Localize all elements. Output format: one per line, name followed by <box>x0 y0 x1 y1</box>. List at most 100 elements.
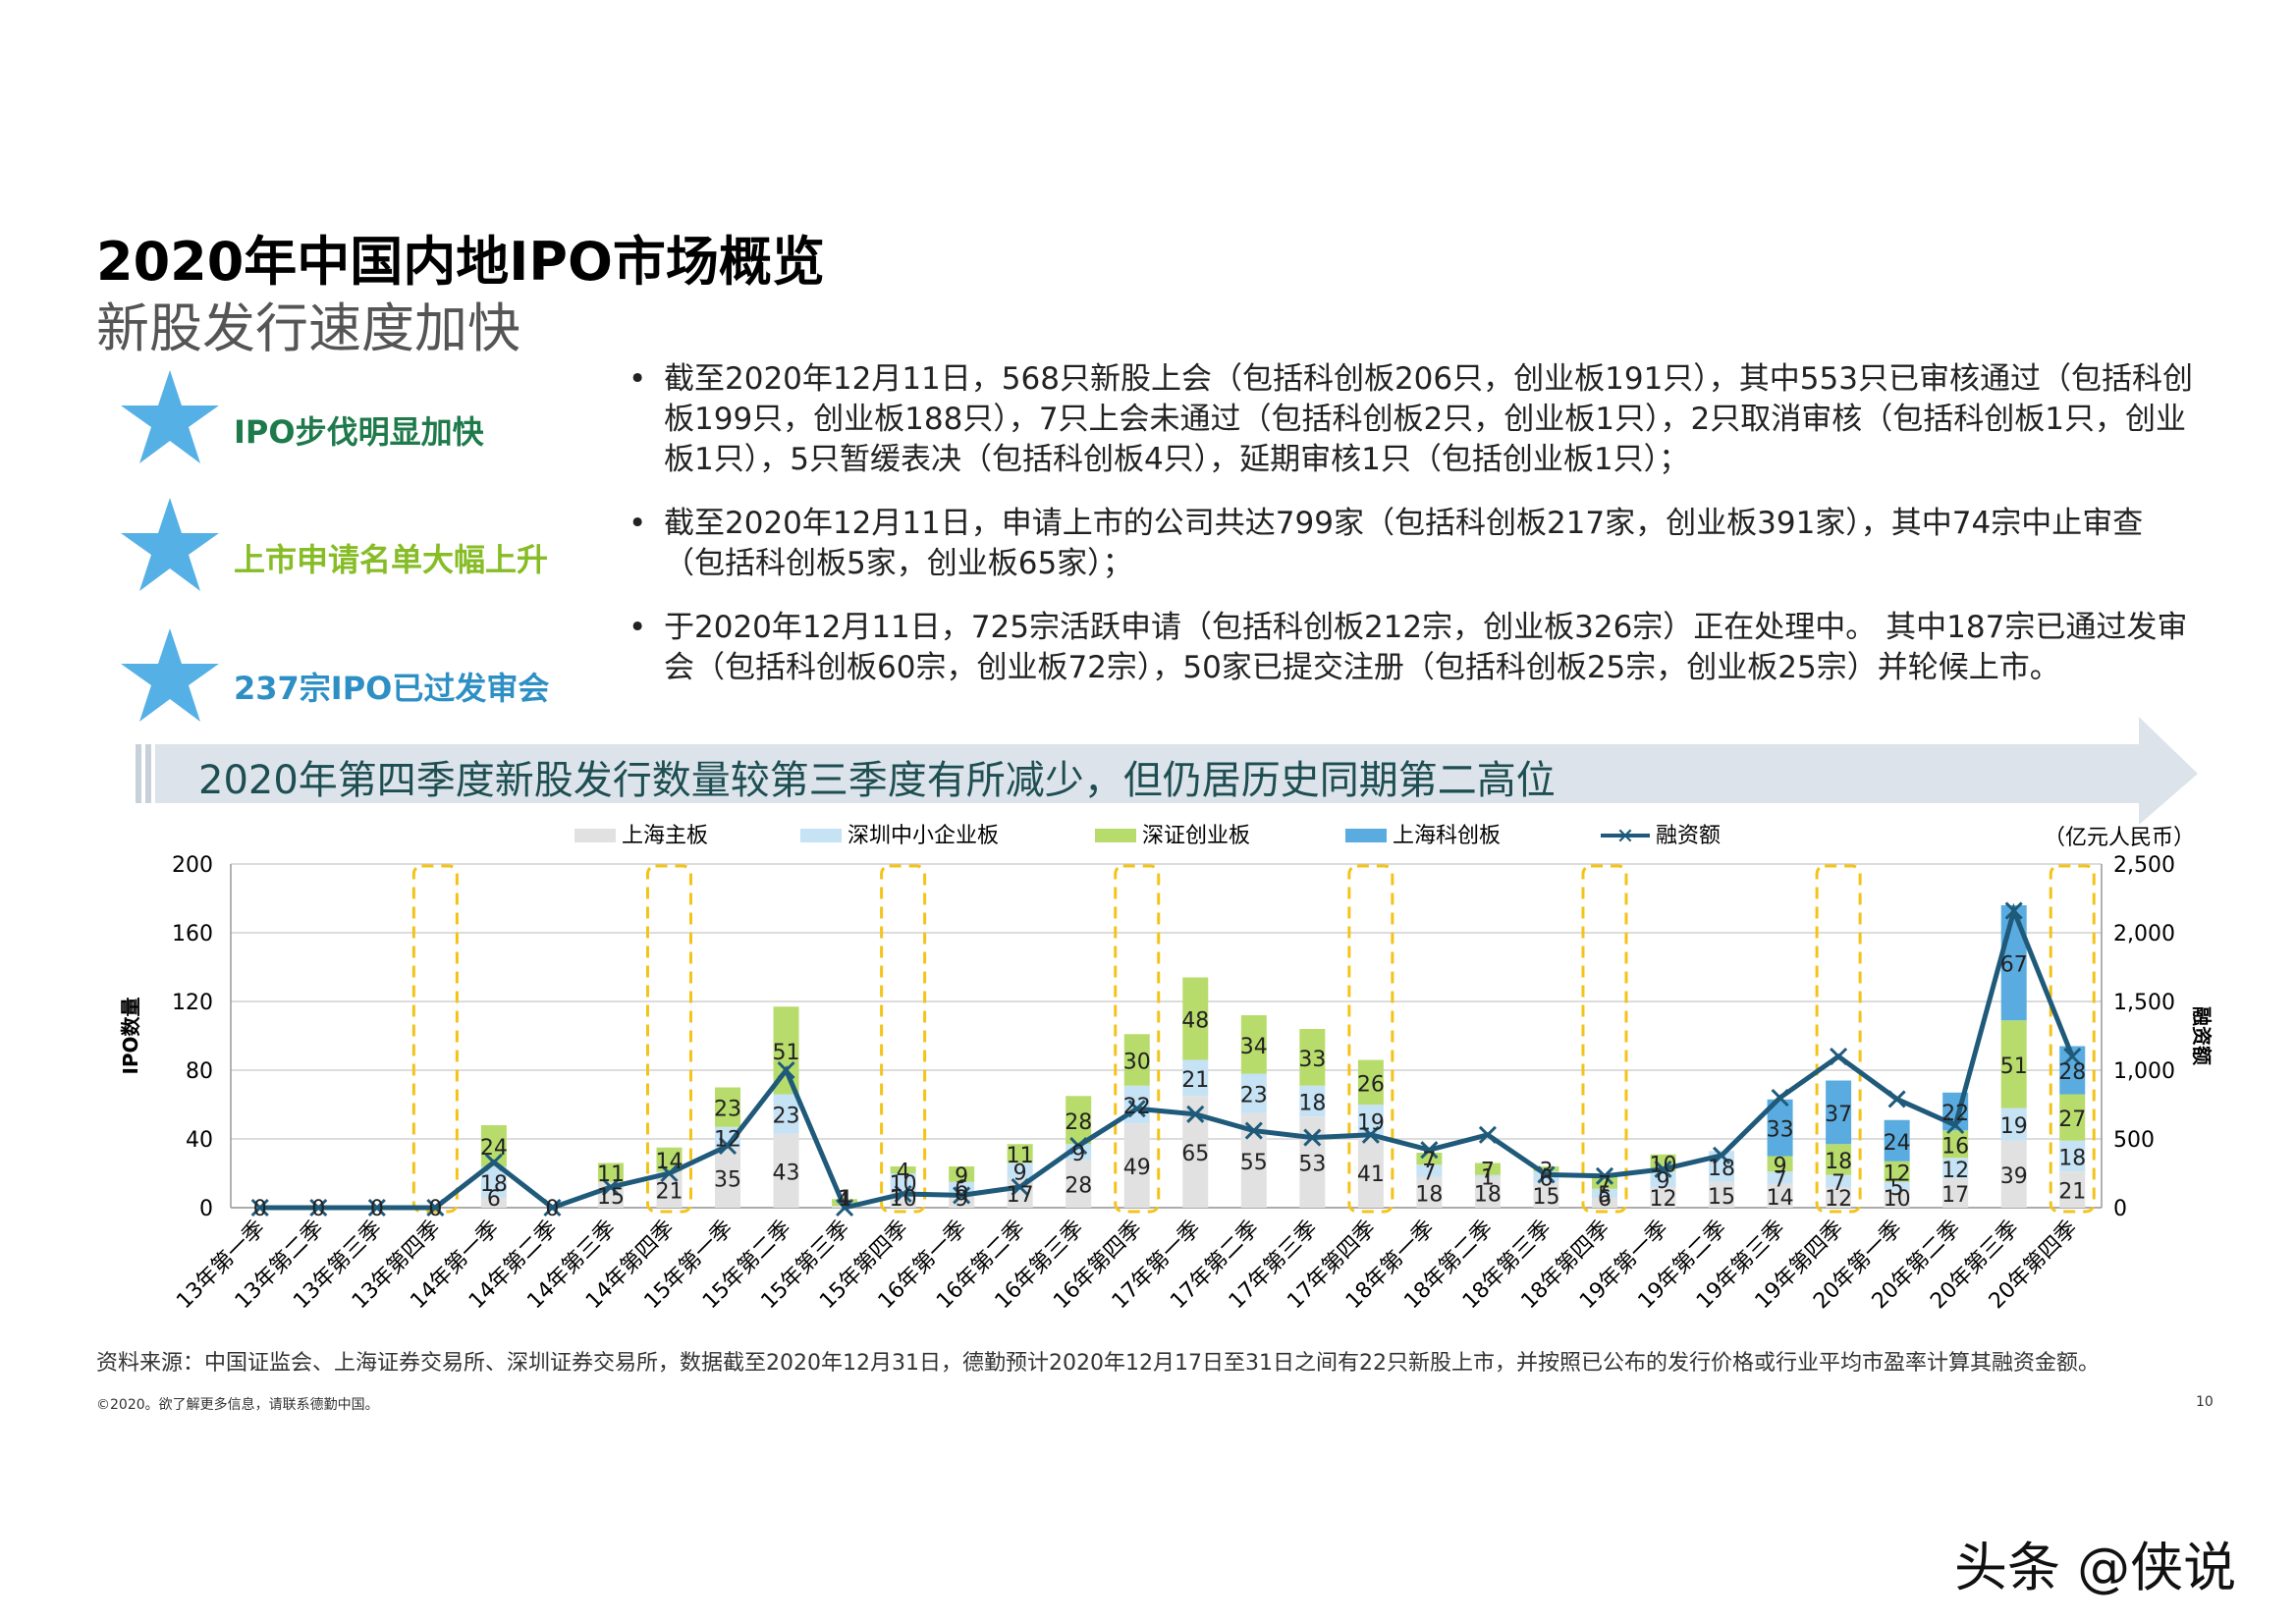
bar-segment <box>1357 1137 1384 1208</box>
bar-segment <box>1299 1029 1326 1086</box>
y-left-label: IPO数量 <box>119 997 142 1074</box>
data-label: 6 <box>955 1177 968 1202</box>
bullet-item: 截至2020年12月11日，申请上市的公司共达799家（包括科创板217家，创业… <box>629 504 2200 584</box>
data-label: 7 <box>1422 1161 1436 1185</box>
line-point <box>1420 1141 1439 1160</box>
bar-segment <box>1474 1162 1501 1175</box>
y-right-tick: 1,500 <box>2113 991 2175 1015</box>
source-note: 资料来源：中国证监会、上海证券交易所、深圳证券交易所，数据截至2020年12月3… <box>96 1351 2100 1376</box>
data-label: 16 <box>1941 1134 1969 1159</box>
bar-segment <box>1240 1015 1267 1074</box>
bar-segment <box>1826 1187 1852 1208</box>
data-label: 12 <box>1825 1187 1852 1212</box>
data-label: 5 <box>1598 1183 1612 1208</box>
data-label: 28 <box>1065 1174 1092 1199</box>
line-point <box>1127 1100 1146 1118</box>
bullet-item: 于2020年12月11日，725宗活跃申请（包括科创板212宗，创业板326宗）… <box>629 608 2200 688</box>
q4-highlight-box <box>1581 864 1628 1214</box>
data-label: 21 <box>1181 1068 1209 1093</box>
bar-segment <box>1182 1059 1209 1097</box>
bar-segment <box>1884 1161 1910 1182</box>
data-label: 28 <box>2058 1060 2086 1085</box>
data-label: 21 <box>655 1180 683 1205</box>
legend-entry: 上海科创板 <box>1393 824 1501 848</box>
page-number: 10 <box>2196 1394 2214 1410</box>
data-label: 39 <box>2000 1164 2028 1189</box>
financing-line <box>259 902 2075 1211</box>
bar-segment <box>1416 1176 1443 1208</box>
data-label: 14 <box>655 1150 683 1174</box>
line-point <box>1595 1166 1614 1185</box>
data-label: 30 <box>1123 1051 1151 1075</box>
line-point <box>1186 1105 1205 1123</box>
bar-segment <box>1299 1116 1326 1208</box>
bar-segment <box>715 1147 741 1208</box>
data-label: 15 <box>1708 1185 1735 1210</box>
data-label: 18 <box>1415 1182 1443 1207</box>
data-label: 33 <box>1767 1118 1794 1143</box>
y-right-tick: 2,000 <box>2113 922 2175 946</box>
data-label: 0 <box>545 1197 559 1221</box>
data-label: 12 <box>1941 1159 1969 1183</box>
data-label: 51 <box>773 1041 800 1065</box>
data-label: 14 <box>1767 1186 1794 1211</box>
line-point <box>1771 1088 1789 1108</box>
line-point <box>777 1060 795 1080</box>
bar-segment <box>1066 1160 1092 1208</box>
line-point <box>894 1184 912 1204</box>
data-label: 3 <box>1539 1160 1553 1184</box>
bar-segment <box>1884 1119 1910 1162</box>
bar-segment <box>1767 1183 1793 1208</box>
line-point <box>1946 1115 1965 1135</box>
bar-segment <box>1709 1181 1735 1208</box>
bar-segment <box>1826 1174 1852 1187</box>
y-left-tick: 80 <box>186 1059 213 1084</box>
data-label: 18 <box>1825 1150 1852 1174</box>
bar-segment <box>1826 1080 1852 1145</box>
data-label: 18 <box>480 1172 508 1197</box>
data-label: 51 <box>2000 1054 2028 1079</box>
data-label: 18 <box>1298 1092 1326 1116</box>
bar-segment <box>1357 1059 1384 1105</box>
data-label: 34 <box>1240 1035 1268 1059</box>
y-right-tick: 2,500 <box>2113 853 2175 878</box>
line-point <box>953 1186 971 1205</box>
data-label: 10 <box>890 1187 917 1212</box>
bar-segment <box>1357 1105 1384 1138</box>
bar-segment <box>2000 1108 2027 1141</box>
data-label: 9 <box>1071 1142 1085 1166</box>
q4-highlight-box <box>411 864 459 1214</box>
data-label: 27 <box>2058 1108 2086 1132</box>
data-label: 18 <box>2058 1147 2086 1171</box>
highlight-2: 上市申请名单大幅上升 <box>116 496 607 604</box>
line-point <box>1712 1146 1731 1164</box>
ipo-chart: 0408012016020005001,0001,5002,0002,500IP… <box>119 824 2214 1314</box>
bar-segment <box>773 1133 799 1208</box>
line-point <box>543 1198 562 1217</box>
bullet-list: 截至2020年12月11日，568只新股上会（包括科创板206只，创业板191只… <box>629 359 2200 712</box>
data-label: 49 <box>1123 1156 1151 1180</box>
q4-highlight-box <box>1114 864 1161 1214</box>
legend-marker: ✕ <box>1616 825 1634 849</box>
y-left-tick: 120 <box>172 991 213 1015</box>
q4-highlight-box <box>1347 864 1394 1214</box>
q4-highlight-box <box>2049 864 2096 1214</box>
line-point <box>718 1136 738 1156</box>
bar-segment <box>1007 1144 1033 1163</box>
data-label: 17 <box>1941 1183 1969 1208</box>
highlight-1: IPO步伐明显加快 <box>116 368 607 476</box>
data-label: 9 <box>1774 1154 1787 1178</box>
highlight-label: IPO步伐明显加快 <box>234 413 484 451</box>
data-label: 10 <box>1884 1187 1911 1212</box>
line-point <box>1361 1125 1380 1144</box>
bar-segment <box>1240 1073 1267 1113</box>
banner-arrow <box>136 717 2198 825</box>
legend-entry: 深证创业板 <box>1142 824 1250 848</box>
bar-segment <box>1474 1176 1501 1208</box>
bar-segment <box>1474 1174 1501 1177</box>
bullet-item: 截至2020年12月11日，568只新股上会（包括科创板206只，创业板191只… <box>629 359 2200 480</box>
data-label: 22 <box>1123 1095 1151 1119</box>
data-label: 55 <box>1240 1151 1268 1175</box>
data-label: 0 <box>253 1197 267 1221</box>
y-left-tick: 200 <box>172 853 213 878</box>
